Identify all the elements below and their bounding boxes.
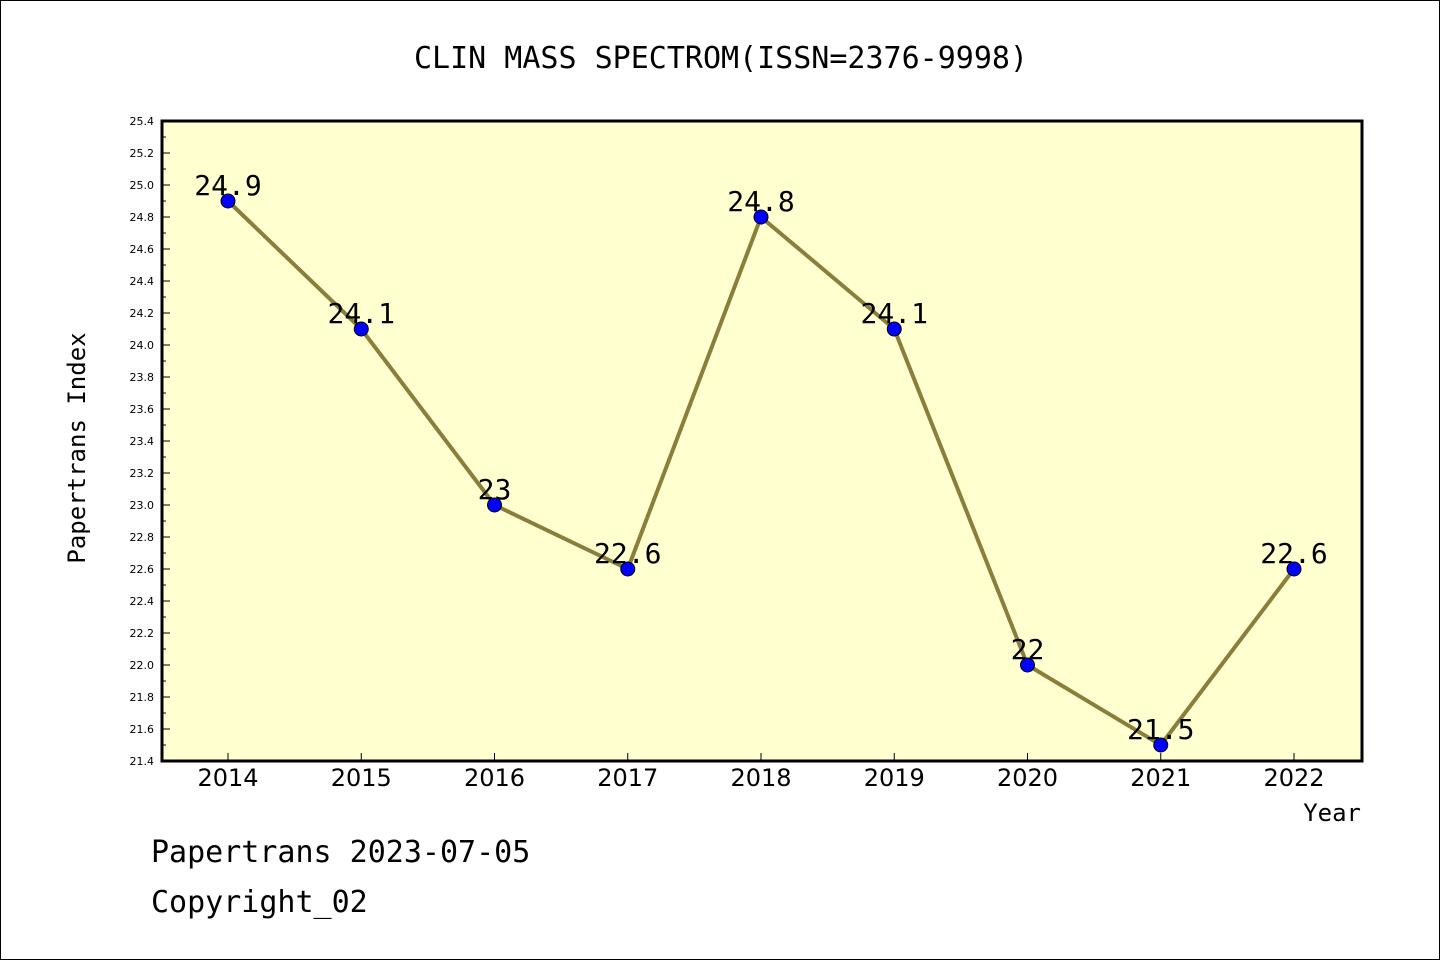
data-label: 24.8 — [727, 185, 794, 218]
y-tick-label: 23.2 — [130, 467, 155, 480]
chart-title: CLIN MASS SPECTROM(ISSN=2376-9998) — [414, 41, 1028, 76]
y-axis-label: Papertrans Index — [63, 332, 91, 563]
y-axis: 21.4 21.6 21.8 22.0 22.2 22.4 22.6 22.8 23.0 23.2… — [130, 115, 170, 768]
data-point — [487, 497, 502, 513]
x-tick-label: 2021 — [1130, 764, 1191, 792]
footer-date: Papertrans 2023-07-05 — [151, 835, 531, 870]
y-tick-label: 21.8 — [130, 691, 155, 704]
y-tick-label: 21.4 — [130, 755, 155, 768]
data-label: 22.6 — [1260, 537, 1327, 570]
y-tick-label: 22.6 — [130, 563, 155, 576]
x-tick-label: 2018 — [730, 764, 791, 792]
data-label: 22 — [1011, 633, 1045, 666]
y-tick-label: 24.6 — [130, 243, 155, 256]
data-label: 24.1 — [328, 297, 395, 330]
data-label: 24.1 — [861, 297, 928, 330]
x-tick-label: 2016 — [464, 764, 525, 792]
y-tick-label: 24.8 — [130, 211, 155, 224]
data-point — [620, 561, 636, 577]
data-points — [220, 193, 1302, 753]
data-point — [353, 321, 369, 337]
data-point — [1020, 657, 1035, 673]
y-tick-label: 24.0 — [130, 339, 155, 352]
data-point — [1153, 737, 1169, 753]
plot-area — [160, 119, 1364, 763]
x-tick-label: 2020 — [997, 764, 1058, 792]
y-tick-label: 23.8 — [130, 371, 155, 384]
y-tick-label: 25.0 — [130, 179, 155, 192]
data-label: 23 — [478, 473, 512, 506]
y-tick-label: 24.4 — [130, 275, 155, 288]
x-tick-label: 2019 — [864, 764, 925, 792]
x-axis-label: Year — [1303, 799, 1361, 827]
data-point — [886, 321, 902, 337]
x-tick-label: 2017 — [597, 764, 658, 792]
y-tick-label: 24.2 — [130, 307, 155, 320]
footer-copyright: Copyright_02 — [151, 885, 368, 920]
data-point — [753, 209, 769, 225]
x-tick-label: 2022 — [1263, 764, 1324, 792]
y-tick-label: 22.8 — [130, 531, 155, 544]
y-tick-label: 22.2 — [130, 627, 155, 640]
data-point — [1286, 561, 1302, 577]
y-tick-label: 23.4 — [130, 435, 155, 448]
x-tick-label: 2014 — [197, 764, 258, 792]
y-tick-label: 23.0 — [130, 499, 155, 512]
data-labels: 24.9 24.1 23 22.6 24.8 24.1 22 21.5 22.6 — [194, 169, 1327, 746]
y-tick-label: 21.6 — [130, 723, 155, 736]
x-tick-label: 2015 — [331, 764, 392, 792]
y-tick-label: 22.4 — [130, 595, 155, 608]
data-label: 21.5 — [1127, 713, 1194, 746]
y-tick-label: 23.6 — [130, 403, 155, 416]
x-axis: 2014 2015 2016 2017 2018 2019 2020 2021 2022 — [197, 753, 1325, 792]
y-tick-label: 25.2 — [130, 147, 155, 160]
y-tick-label: 25.4 — [130, 115, 155, 128]
data-label: 24.9 — [194, 169, 261, 202]
data-label: 22.6 — [594, 537, 661, 570]
data-point — [220, 193, 236, 209]
y-tick-label: 22.0 — [130, 659, 155, 672]
